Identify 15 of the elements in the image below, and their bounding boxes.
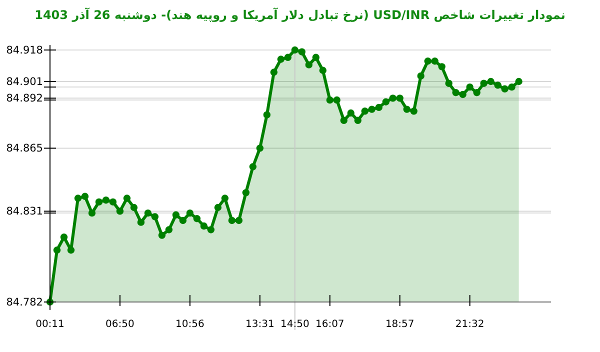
x-tick-label: 21:32: [455, 319, 484, 330]
y-tick-label: 84.865: [6, 142, 43, 155]
x-tick-label: 18:57: [385, 319, 414, 330]
x-tick-label: 14:50: [280, 319, 310, 330]
x-tick-label: 13:31: [246, 319, 274, 330]
x-tick-label: 06:50: [106, 319, 134, 330]
y-tick-label: 84.901: [6, 76, 43, 88]
x-tick-label: 10:56: [176, 319, 204, 330]
chart-title: نمودار تغییرات شاخص USD/INR (نرخ تبادل دلار آمریکا و روپیه هند)- دوشنبه 26 آذر 1403: [34, 7, 566, 22]
x-tick-label: 16:07: [315, 319, 344, 330]
y-tick-label: 84.782: [6, 296, 43, 308]
x-tick-label: 00:11: [36, 319, 64, 330]
y-tick-label: 84.918: [6, 44, 43, 56]
y-tick-label: 84.892: [6, 92, 43, 105]
y-tick-label: 84.831: [6, 206, 43, 218]
